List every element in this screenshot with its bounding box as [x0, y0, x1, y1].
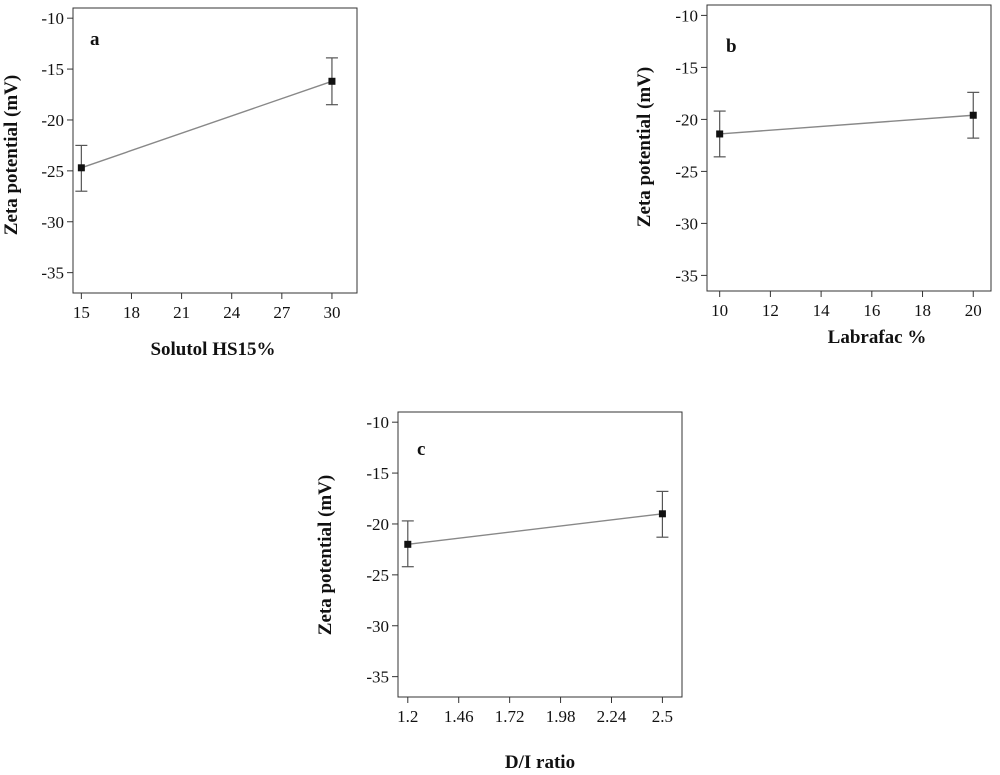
x-tick-label-c: 1.46 — [444, 707, 474, 726]
x-tick-label-b: 10 — [711, 301, 728, 320]
y-tick-label-b: -35 — [675, 266, 698, 285]
y-tick-label-c: -25 — [366, 566, 389, 585]
data-point-a — [77, 164, 85, 172]
series-line-a — [81, 80, 333, 169]
y-tick-label-b: -20 — [675, 110, 698, 129]
plot-frame-c — [397, 411, 683, 698]
chart-panel-a: a Solutol HS15% Zeta potential (mV) -10 -… — [1, 7, 358, 360]
y-tick-label-c: -15 — [366, 464, 389, 483]
x-tick-label-a: 18 — [123, 303, 140, 322]
y-tick-label-b: -10 — [675, 6, 698, 25]
x-tick-label-b: 16 — [863, 301, 880, 320]
data-point-a — [328, 77, 336, 85]
panel-label-b: b — [726, 36, 737, 57]
y-tick-label-c: -10 — [366, 413, 389, 432]
panel-label-c: c — [417, 439, 425, 460]
plot-frame-a — [72, 7, 358, 294]
x-axis-title-c: D/I ratio — [505, 752, 575, 773]
x-tick-label-b: 12 — [762, 301, 779, 320]
y-axis-title-b: Zeta potential (mV) — [634, 67, 655, 227]
y-tick-label-a: -15 — [41, 60, 64, 79]
panel-label-a: a — [90, 29, 100, 50]
x-axis-title-b: Labrafac % — [828, 327, 927, 348]
y-tick-label-a: -10 — [41, 9, 64, 28]
x-tick-label-a: 15 — [73, 303, 90, 322]
data-point-b — [716, 130, 724, 138]
y-tick-label-b: -25 — [675, 162, 698, 181]
y-tick-label-a: -30 — [41, 213, 64, 232]
x-tick-label-a: 30 — [323, 303, 340, 322]
x-tick-label-b: 18 — [914, 301, 931, 320]
data-point-c — [404, 540, 412, 548]
y-tick-label-c: -35 — [366, 668, 389, 687]
y-tick-label-a: -25 — [41, 162, 64, 181]
x-tick-label-c: 1.98 — [546, 707, 576, 726]
series-line-c — [407, 513, 663, 546]
y-tick-label-b: -30 — [675, 214, 698, 233]
y-axis-title-c: Zeta potential (mV) — [315, 475, 336, 635]
series-line-b — [719, 114, 974, 135]
x-tick-label-c: 1.72 — [495, 707, 525, 726]
x-tick-label-b: 20 — [965, 301, 982, 320]
y-tick-label-b: -15 — [675, 58, 698, 77]
x-axis-title-a: Solutol HS15% — [150, 339, 275, 360]
data-point-b — [969, 111, 977, 119]
x-tick-label-a: 21 — [173, 303, 190, 322]
x-tick-label-a: 27 — [273, 303, 291, 322]
x-tick-label-c: 2.24 — [597, 707, 627, 726]
x-tick-label-c: 2.5 — [652, 707, 673, 726]
data-point-c — [658, 510, 666, 518]
y-axis-title-a: Zeta potential (mV) — [1, 75, 22, 235]
x-tick-label-a: 24 — [223, 303, 241, 322]
chart-panel-c: c D/I ratio Zeta potential (mV) -10 -15 -2… — [315, 411, 683, 773]
y-tick-label-a: -35 — [41, 264, 64, 283]
chart-panel-b: b Labrafac % Zeta potential (mV) -10 -15 -… — [634, 4, 992, 348]
y-tick-label-a: -20 — [41, 111, 64, 130]
x-tick-label-b: 14 — [813, 301, 831, 320]
y-tick-label-c: -20 — [366, 515, 389, 534]
x-tick-label-c: 1.2 — [397, 707, 418, 726]
y-tick-label-c: -30 — [366, 617, 389, 636]
plot-frame-b — [706, 4, 992, 292]
